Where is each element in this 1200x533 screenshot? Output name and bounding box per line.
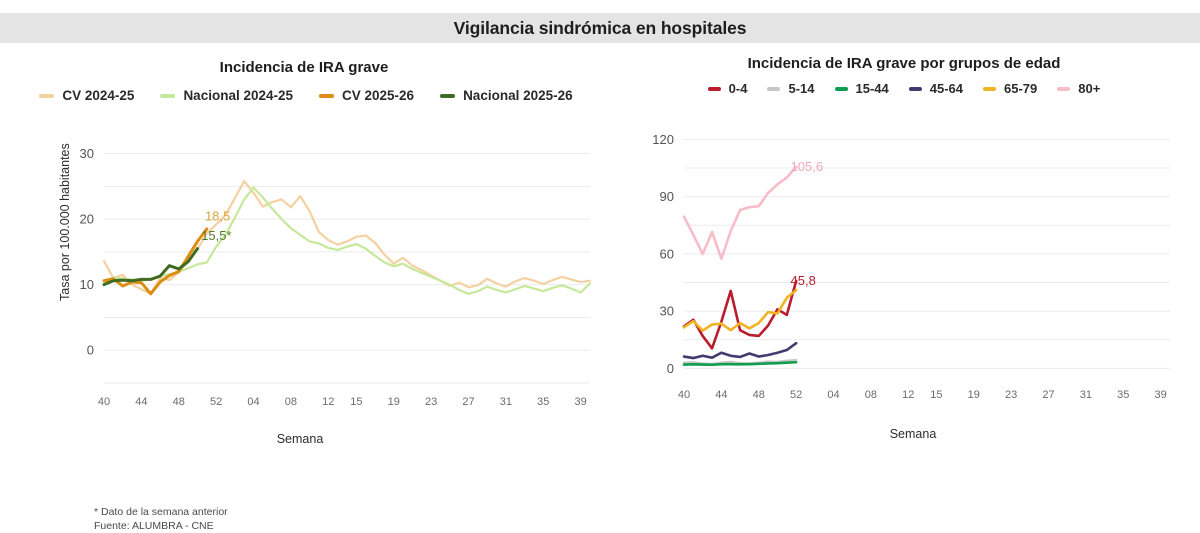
left-yaxis-title: Tasa por 100.000 habitantes [58,143,72,301]
legend-label: CV 2024-25 [62,88,135,103]
svg-text:0: 0 [87,343,94,358]
legend-left-item[interactable]: Nacional 2025-26 [440,88,573,103]
svg-text:15: 15 [930,389,942,401]
svg-text:31: 31 [1080,389,1092,401]
svg-text:40: 40 [678,389,690,401]
svg-text:44: 44 [135,396,147,408]
left-chart-svg: 0 10 20 30 40 44 48 52 04 08 12 15 19 23 27 31 35 39 18,5 1… [80,146,592,408]
svg-text:48: 48 [753,389,765,401]
legend-right-item[interactable]: 65-79 [983,81,1037,96]
svg-text:60: 60 [660,246,674,261]
left-chart-legend: CV 2024-25 Nacional 2024-25 CV 2025-26 Naci… [0,88,608,103]
legend-swatch-icon [707,86,721,91]
svg-text:19: 19 [968,389,980,401]
svg-text:23: 23 [1005,389,1017,401]
legend-label: 45-64 [929,81,963,96]
svg-text:20: 20 [80,212,94,227]
legend-label: Nacional 2025-26 [463,88,573,103]
left-xaxis-title: Semana [276,432,324,446]
svg-text:39: 39 [1155,389,1167,401]
svg-text:27: 27 [462,396,474,408]
svg-text:12: 12 [902,389,914,401]
svg-text:52: 52 [210,396,222,408]
legend-swatch-icon [908,86,922,91]
legend-swatch-icon [834,86,848,91]
svg-text:04: 04 [827,389,839,401]
legend-right-item[interactable]: 80+ [1057,81,1100,96]
svg-text:19: 19 [388,396,400,408]
legend-label: CV 2025-26 [342,88,415,103]
svg-text:30: 30 [660,304,674,319]
svg-text:52: 52 [790,389,802,401]
legend-label: Nacional 2024-25 [183,88,293,103]
svg-text:35: 35 [537,396,549,408]
svg-text:90: 90 [660,189,674,204]
right-xaxis-title: Semana [889,427,937,441]
legend-swatch-icon [767,86,781,91]
page-header-band: Vigilancia sindrómica en hospitales [0,13,1200,43]
svg-text:12: 12 [322,396,334,408]
svg-text:08: 08 [285,396,297,408]
svg-text:31: 31 [500,396,512,408]
svg-text:27: 27 [1042,389,1054,401]
legend-right-item[interactable]: 45-64 [908,81,963,96]
svg-text:18,5: 18,5 [205,208,230,223]
legend-label: 15-44 [855,81,889,96]
svg-text:48: 48 [173,396,185,408]
left-chart-footnote: * Dato de la semana anterior Fuente: ALU… [94,505,228,533]
legend-swatch-icon [160,93,176,98]
svg-text:35: 35 [1117,389,1129,401]
legend-swatch-icon [1057,86,1071,91]
svg-text:08: 08 [865,389,877,401]
svg-text:04: 04 [247,396,259,408]
legend-label: 65-79 [1004,81,1038,96]
right-plot-area: 0 30 60 90 120 40 44 48 52 04 08 12 15 19 23 27 31 35 39 10… [608,112,1200,424]
svg-text:39: 39 [575,396,587,408]
legend-left-item[interactable]: CV 2025-26 [319,88,414,103]
svg-text:45,8: 45,8 [791,273,816,288]
legend-swatch-icon [319,93,334,98]
right-chart-svg: 0 30 60 90 120 40 44 48 52 04 08 12 15 19 23 27 31 35 39 10… [652,132,1170,401]
footnote-line-1: * Dato de la semana anterior [94,506,228,518]
legend-label: 80+ [1078,81,1101,96]
svg-text:10: 10 [80,277,94,292]
svg-text:15: 15 [350,396,362,408]
legend-left-item[interactable]: Nacional 2024-25 [160,88,293,103]
page-title: Vigilancia sindrómica en hospitales [453,17,747,38]
legend-swatch-icon [440,93,456,98]
svg-text:0: 0 [667,361,674,376]
legend-left-item[interactable]: CV 2024-25 [39,88,134,103]
right-chart-title: Incidencia de IRA grave por grupos de ed… [747,55,1061,72]
svg-text:40: 40 [98,396,110,408]
svg-text:105,6: 105,6 [791,159,824,174]
legend-swatch-icon [39,93,55,98]
legend-right-item[interactable]: 0-4 [707,81,748,96]
legend-label: 0-4 [728,81,748,96]
legend-label: 5-14 [788,81,815,96]
svg-text:15,5*: 15,5* [201,228,231,243]
svg-text:30: 30 [80,146,94,161]
left-plot-area: 0 10 20 30 40 44 48 52 04 08 12 15 19 23 27 31 35 39 18,5 1… [0,129,608,429]
dashboard-page: Vigilancia sindrómica en hospitales Inci… [0,13,1200,532]
svg-text:23: 23 [425,396,437,408]
legend-swatch-icon [983,86,996,91]
legend-right-item[interactable]: 15-44 [834,81,889,96]
legend-right-item[interactable]: 5-14 [767,81,815,96]
left-chart-title: Incidencia de IRA grave [219,59,389,76]
svg-text:120: 120 [652,132,674,147]
right-chart-legend: 0-4 5-14 15-44 45-64 65-79 80+ [608,81,1200,96]
footnote-line-2: Fuente: ALUMBRA - CNE [94,520,214,533]
right-chart-panel: Incidencia de IRA grave por grupos de ed… [608,43,1200,504]
svg-text:44: 44 [715,389,727,401]
left-chart-panel: Incidencia de IRA grave CV 2024-25 Nacion… [0,43,608,532]
